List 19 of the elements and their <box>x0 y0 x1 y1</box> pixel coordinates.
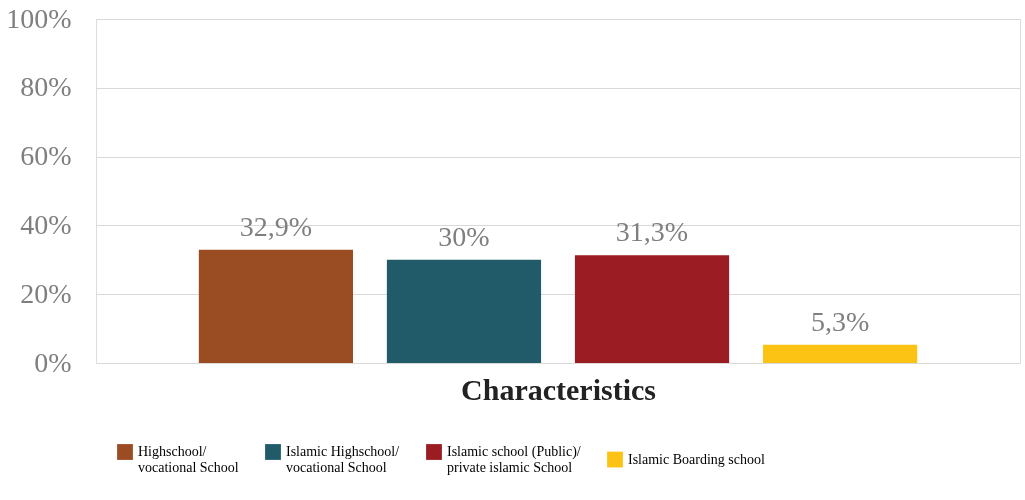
legend-label: Islamic Boarding school <box>628 451 765 467</box>
y-tick-label: 0% <box>34 346 72 378</box>
y-tick-label: 60% <box>20 140 72 172</box>
data-label: 32,9% <box>239 210 313 242</box>
y-tick-label: 20% <box>20 277 72 309</box>
data-label: 5,3% <box>810 305 870 337</box>
data-label: 31,3% <box>615 216 689 248</box>
bar <box>574 255 730 363</box>
legend-label: Islamic Highschool/ vocational School <box>286 444 400 475</box>
x-axis-title: Characteristics <box>461 372 656 406</box>
y-tick-label: 100% <box>6 2 72 34</box>
legend-label: Islamic school (Public)/ private islamic School <box>447 444 581 475</box>
bar <box>762 344 918 363</box>
bar <box>198 249 354 363</box>
data-label: 30% <box>438 220 490 252</box>
bar <box>386 259 542 363</box>
y-tick-label: 80% <box>20 71 72 103</box>
legend-label: Highschool/ vocational School <box>138 444 239 475</box>
y-tick-label: 40% <box>20 208 72 240</box>
